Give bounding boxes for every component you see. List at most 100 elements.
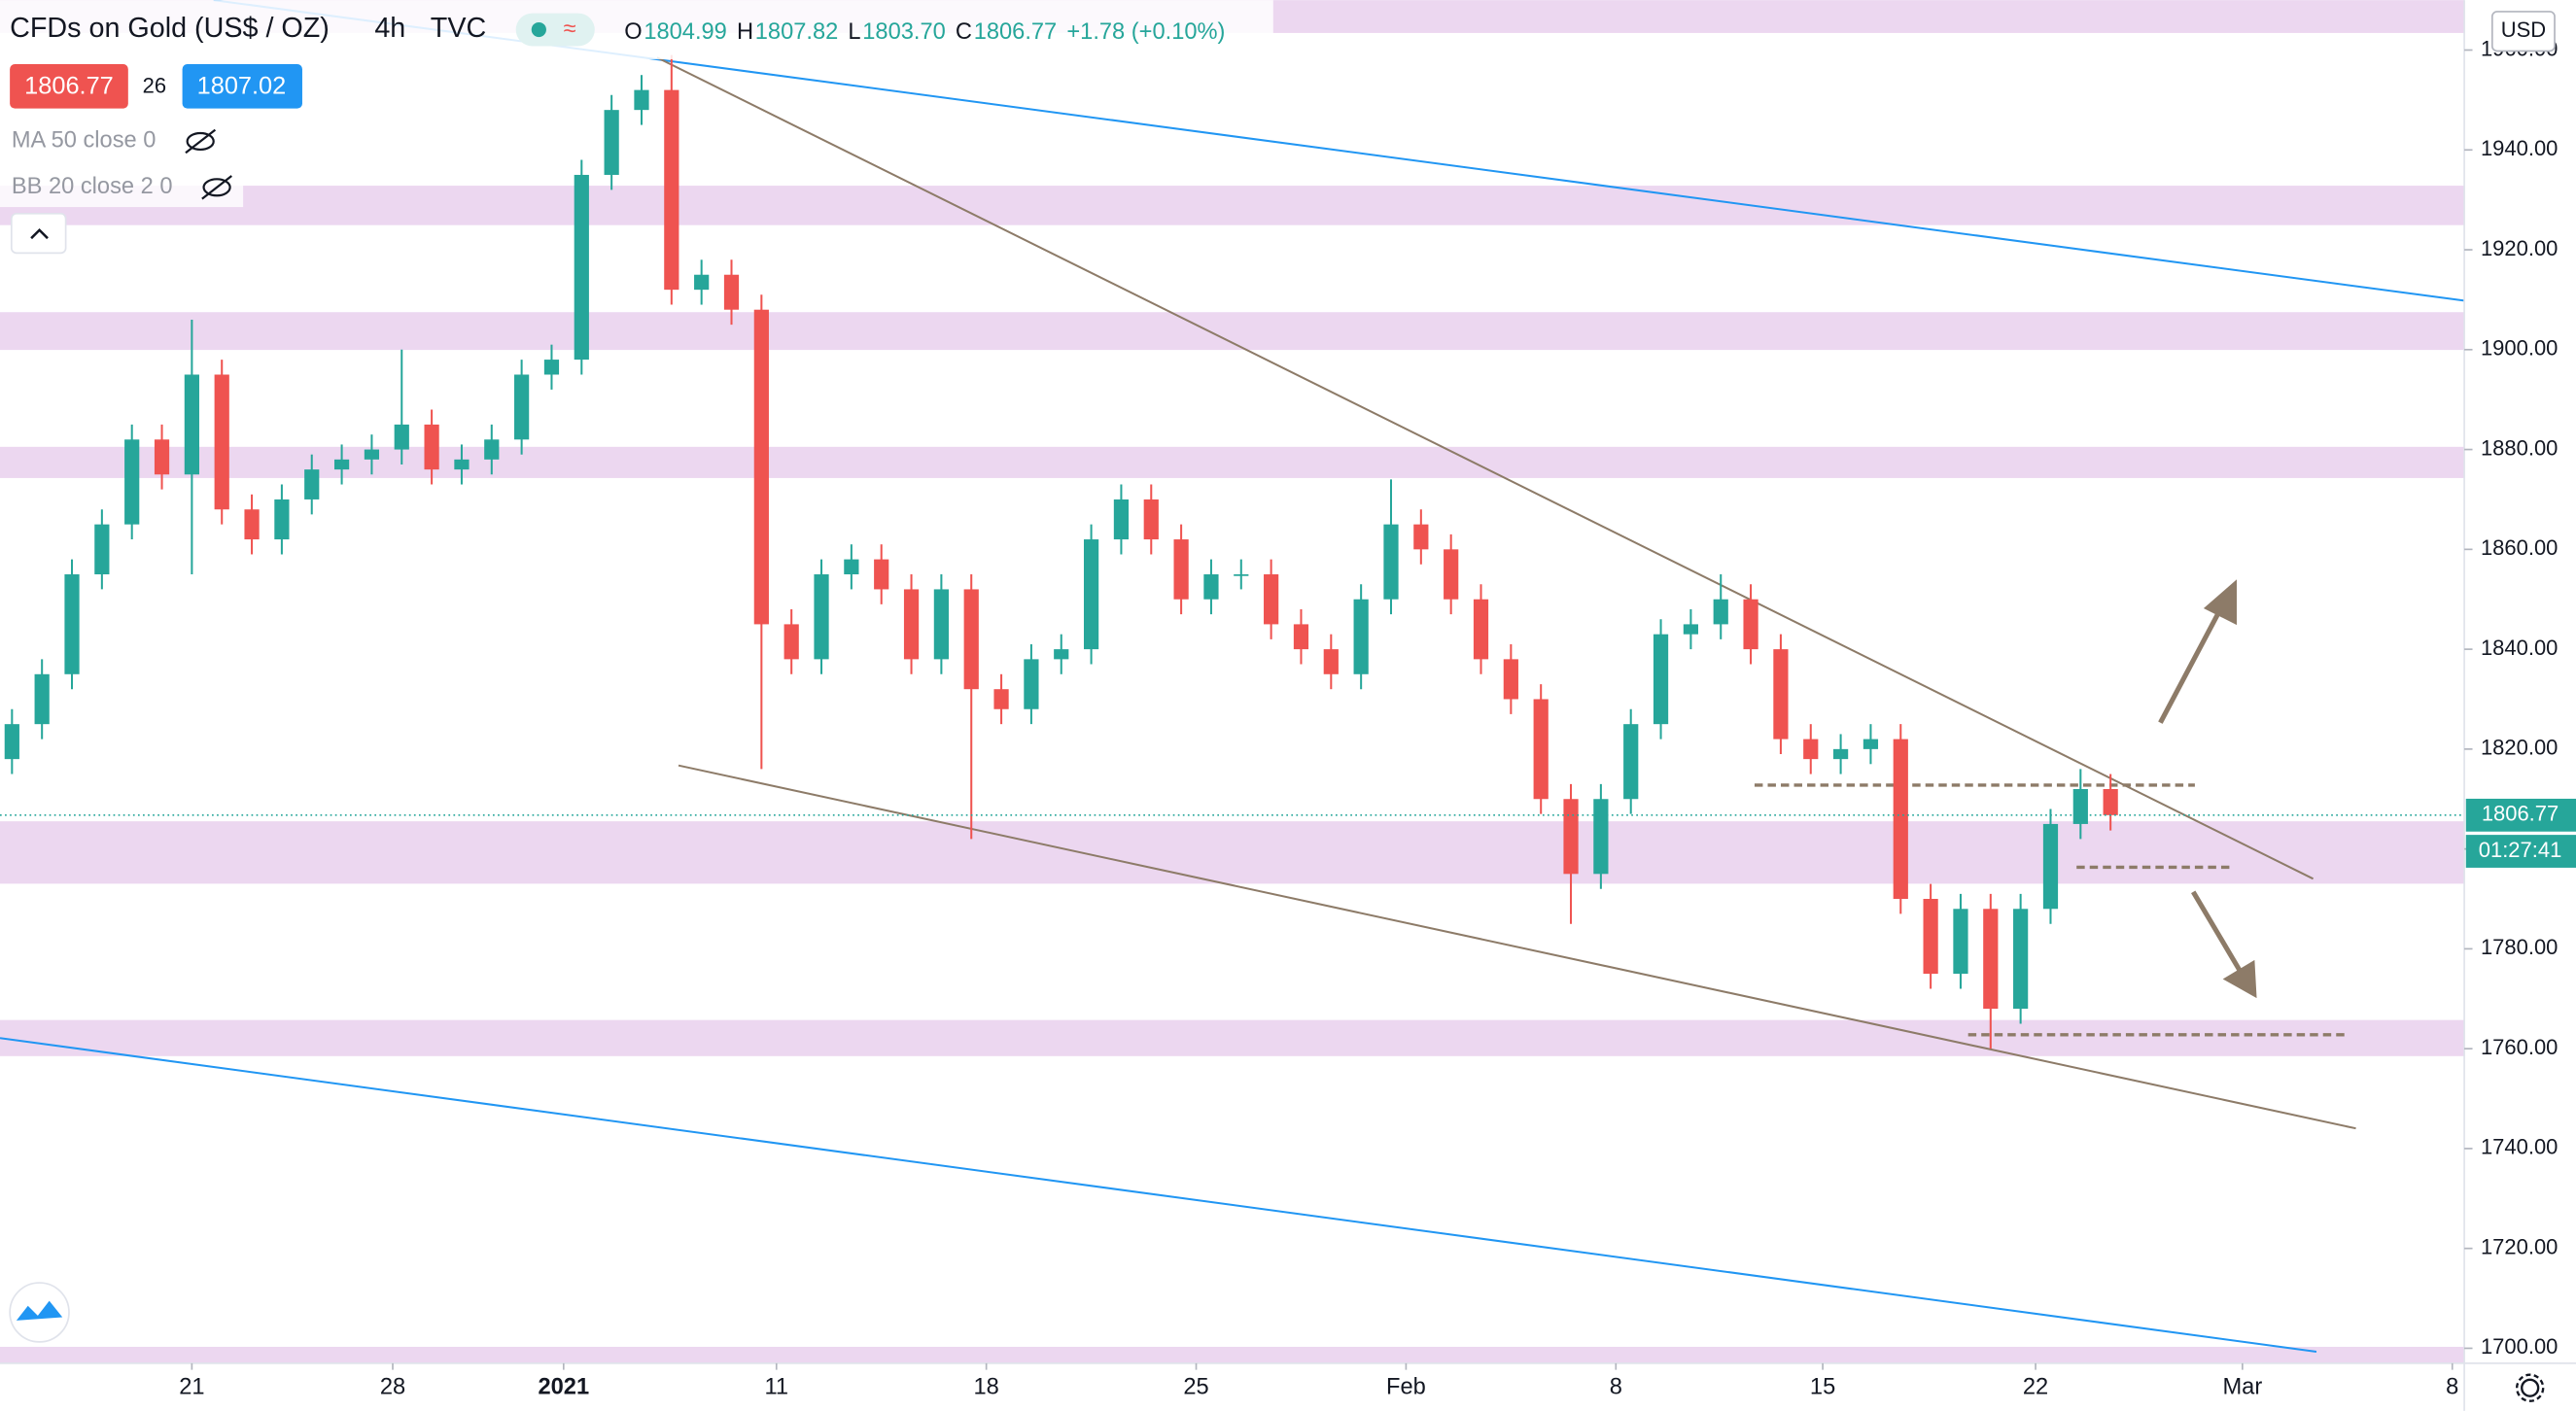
- candle-body: [1653, 634, 1669, 725]
- candle-body: [1054, 649, 1069, 660]
- candle-body: [424, 424, 439, 470]
- channel-line: [0, 1037, 2317, 1354]
- candle-body: [723, 274, 740, 310]
- hide-icons[interactable]: [185, 128, 232, 200]
- candle-body: [1383, 524, 1399, 600]
- candle-body: [484, 439, 500, 460]
- ohlc-value: 1803.70: [862, 19, 946, 45]
- countdown-box: [2465, 835, 2576, 868]
- x-tick-label: 28: [380, 1374, 405, 1399]
- sell-button[interactable]: [10, 64, 128, 109]
- zone: [0, 312, 2465, 351]
- candle-body: [244, 509, 260, 540]
- zone: [0, 821, 2465, 884]
- zone: [0, 1019, 2465, 1056]
- indicator[interactable]: MA 50 close 0: [12, 128, 157, 154]
- ohlc: O 1804.99 H 1807.82 L 1803.70 C 1806.77 +1.78 (+…: [624, 19, 1225, 45]
- candle-body: [1173, 539, 1189, 600]
- x-tick-label: Mar: [2222, 1374, 2262, 1399]
- candle-body: [543, 360, 560, 375]
- candle-body: [154, 439, 170, 475]
- x-tick-label: 21: [179, 1374, 204, 1399]
- x-tick-label: Feb: [1386, 1374, 1426, 1399]
- y-tick-label: 1780.00: [2481, 935, 2558, 959]
- candle-body: [993, 689, 1009, 709]
- candle-body: [1323, 649, 1339, 674]
- candle-body: [1293, 624, 1309, 650]
- x-tick-label: 8: [2446, 1374, 2458, 1399]
- candle-body: [1983, 909, 1999, 1010]
- ohlc-value: 1806.77: [974, 19, 1058, 45]
- y-tick-label: 1720.00: [2481, 1234, 2558, 1258]
- y-tick-label: 1900.00: [2481, 336, 2558, 361]
- candle-body: [664, 89, 679, 291]
- arrow-head: [2222, 959, 2257, 999]
- x-tick-label: 25: [1183, 1374, 1208, 1399]
- candle-body: [1563, 799, 1579, 875]
- candle-body: [1713, 599, 1728, 625]
- candles: [4, 54, 2118, 1050]
- candle-body: [124, 439, 140, 525]
- candle-body: [1503, 659, 1518, 700]
- ask[interactable]: 1807.02: [197, 72, 287, 99]
- candle-body: [814, 574, 829, 660]
- y-tick-label: 1760.00: [2481, 1035, 2558, 1059]
- candle-body: [1832, 748, 1849, 760]
- candle-body: [604, 110, 619, 175]
- legend-bg: [0, 0, 1273, 59]
- candle-body: [634, 89, 649, 111]
- status-pill[interactable]: [515, 13, 595, 47]
- candle-body: [1683, 624, 1699, 635]
- candle-body: [874, 559, 889, 590]
- candle-body: [1444, 549, 1459, 600]
- symbol-title: CFDs on Gold (US$ / OZ): [10, 13, 330, 44]
- market-open-dot: [531, 21, 546, 38]
- candle-body: [963, 589, 979, 690]
- x-tick-label: 18: [973, 1374, 998, 1399]
- candle-body: [1203, 574, 1219, 600]
- settings-icon[interactable]: [2515, 1373, 2545, 1402]
- currency-box[interactable]: [2490, 11, 2556, 52]
- collapse-button[interactable]: [10, 212, 67, 255]
- candle-body: [394, 424, 409, 450]
- candle-body: [514, 374, 530, 440]
- status-icon: ≈: [564, 17, 576, 42]
- y-tick-label: 1880.00: [2481, 435, 2558, 460]
- candle-body: [2072, 788, 2088, 824]
- zone: [0, 446, 2465, 478]
- interval: 4h: [374, 13, 405, 44]
- zones: [0, 0, 2465, 1363]
- candle-body: [1593, 799, 1609, 875]
- buy-button[interactable]: [182, 64, 302, 109]
- legend: CFDs on Gold (US$ / OZ) 4h TVC ≈ O 1804.9…: [0, 0, 1273, 255]
- ohlc-value: 1807.82: [755, 19, 839, 45]
- zone: [0, 1346, 2465, 1363]
- x-tick-label: 11: [764, 1374, 788, 1399]
- candle-body: [1862, 739, 1879, 749]
- candle-body: [1113, 499, 1130, 540]
- candle-body: [64, 574, 80, 674]
- y-tick-label: 1840.00: [2481, 636, 2558, 660]
- trend-line: [678, 764, 2356, 1130]
- y-tick-label: 1860.00: [2481, 535, 2558, 560]
- logo: [16, 1300, 63, 1321]
- candle-body: [1353, 599, 1369, 674]
- candle-body: [214, 374, 229, 510]
- candle-body: [1773, 649, 1789, 740]
- bid[interactable]: 1806.77: [24, 72, 114, 99]
- indicator[interactable]: BB 20 close 2 0: [12, 174, 173, 199]
- arrows: [2158, 579, 2257, 999]
- candle-body: [184, 374, 199, 475]
- candle-body: [1953, 909, 1968, 975]
- y-tick-label: 1920.00: [2481, 236, 2558, 260]
- candle-body: [574, 174, 589, 361]
- candle-body: [333, 459, 350, 470]
- spread: 26: [143, 73, 166, 97]
- currency[interactable]: USD: [2501, 17, 2546, 42]
- logo-bg[interactable]: [9, 1282, 70, 1343]
- candle-body: [903, 589, 920, 660]
- source: TVC: [431, 13, 486, 44]
